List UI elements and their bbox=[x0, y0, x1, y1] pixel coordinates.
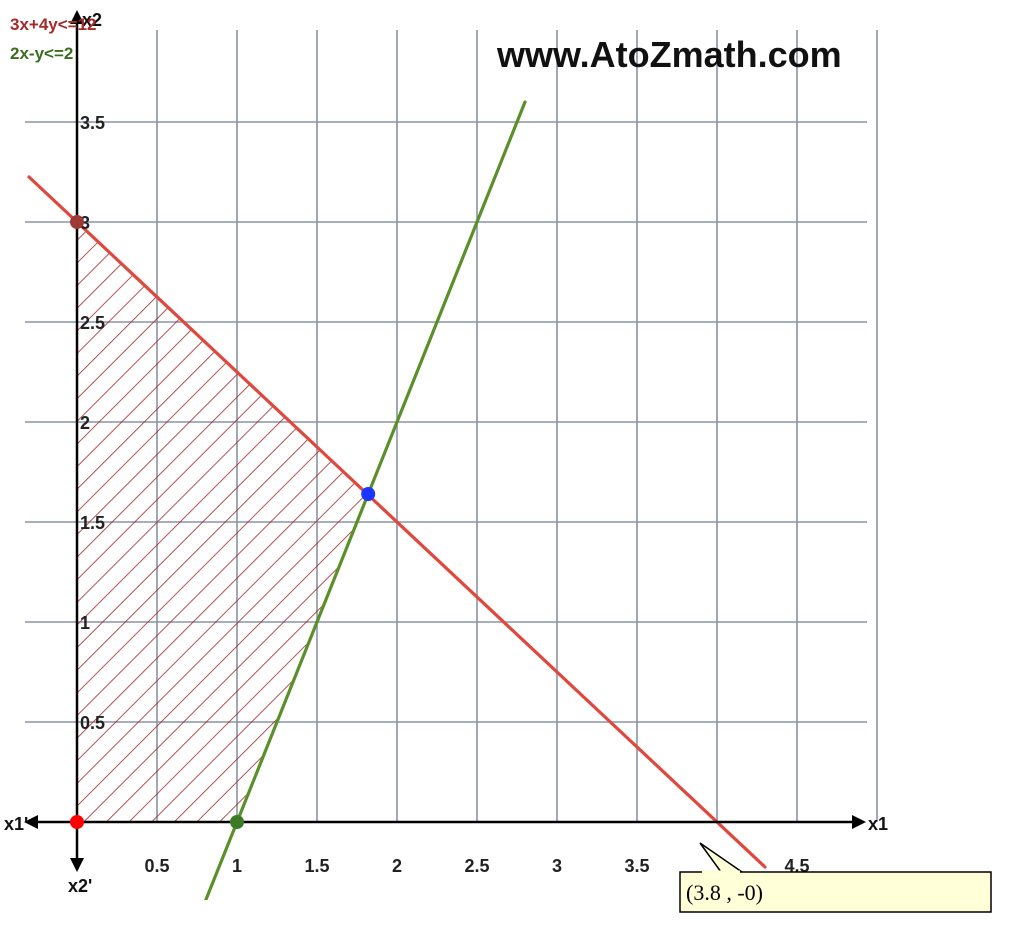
watermark: www.AtoZmath.com bbox=[496, 34, 842, 75]
y-tick-label: 0.5 bbox=[80, 713, 105, 733]
y-axis-label-top: x2 bbox=[82, 10, 102, 30]
y-tick-label: 3 bbox=[80, 213, 90, 233]
y-tick-label: 2 bbox=[80, 413, 90, 433]
corner-point bbox=[70, 815, 84, 829]
constraint-lines bbox=[27, 100, 767, 900]
legend-constraint-1: 3x+4y<=12 bbox=[10, 15, 97, 34]
x-tick-label: 3 bbox=[552, 856, 562, 876]
tick-labels: 0.5 1 1.5 2 2.5 3 3.5 4.5 0.5 1 1.5 2 2.5 3 3.5 bbox=[80, 113, 810, 876]
y-axis-arrow-bottom bbox=[70, 858, 84, 872]
constraint-line bbox=[27, 175, 767, 869]
y-axis-label-bottom: x2' bbox=[68, 876, 92, 896]
feasible-region bbox=[77, 222, 369, 822]
y-tick-label: 1 bbox=[80, 613, 90, 633]
x-axis-arrow-left bbox=[24, 815, 38, 829]
x-tick-label: 3.5 bbox=[624, 856, 649, 876]
y-tick-label: 2.5 bbox=[80, 313, 105, 333]
tooltip: (3.8 , -0) bbox=[679, 842, 992, 913]
corner-point bbox=[70, 215, 84, 229]
x-tick-label: 1 bbox=[232, 856, 242, 876]
y-tick-label: 1.5 bbox=[80, 513, 105, 533]
corner-point bbox=[361, 487, 376, 501]
tooltip-text: (3.8 , -0) bbox=[686, 880, 763, 905]
x-axis-arrow-right bbox=[852, 815, 866, 829]
legend-constraint-2: 2x-y<=2 bbox=[10, 44, 73, 63]
y-axis-arrow-top bbox=[70, 10, 84, 24]
x-tick-label: 2 bbox=[392, 856, 402, 876]
constraint-line bbox=[204, 100, 527, 900]
corner-point bbox=[230, 815, 244, 829]
axes bbox=[24, 10, 866, 872]
x-tick-label: 1.5 bbox=[304, 856, 329, 876]
x-tick-label: 0.5 bbox=[144, 856, 169, 876]
x-tick-label: 4.5 bbox=[784, 856, 809, 876]
x-tick-label: 2.5 bbox=[464, 856, 489, 876]
corner-points bbox=[70, 215, 376, 829]
x-axis-label-right: x1 bbox=[868, 814, 888, 834]
x-axis-label-left: x1' bbox=[4, 814, 28, 834]
y-tick-label: 3.5 bbox=[80, 113, 105, 133]
